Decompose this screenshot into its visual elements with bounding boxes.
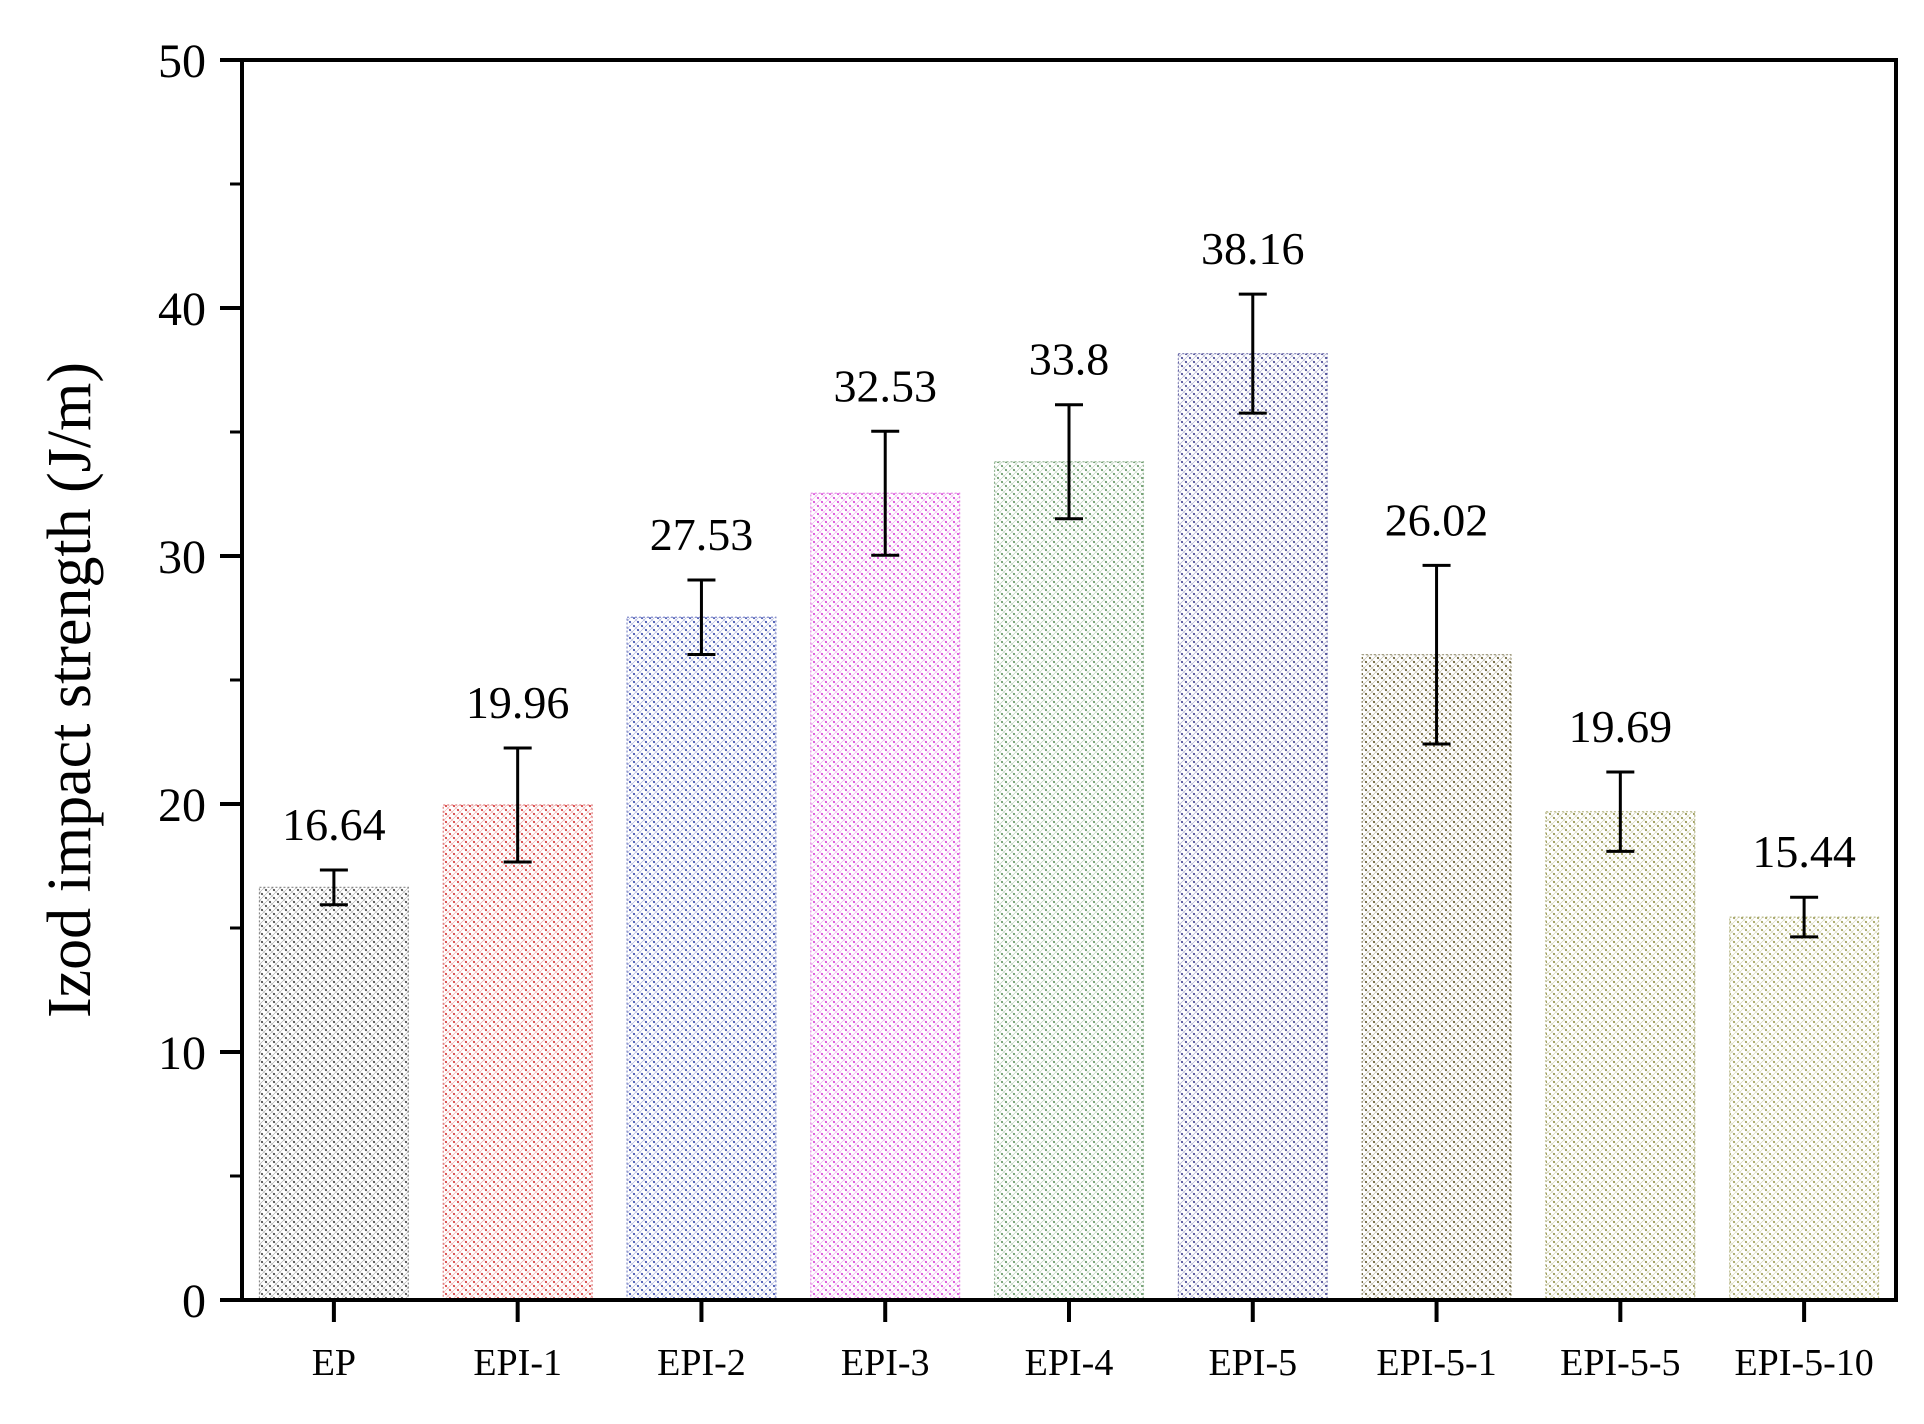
y-tick-label: 20 xyxy=(158,779,206,832)
error-bar-epi-5-1 xyxy=(1422,563,1451,746)
bar-epi-5 xyxy=(1177,353,1328,1301)
bar-epi-5-5 xyxy=(1545,811,1696,1301)
axes-layer xyxy=(220,58,1807,1322)
bars-layer xyxy=(258,353,1880,1301)
data-label-epi-5: 38.16 xyxy=(1201,223,1305,274)
data-label-epi-1: 19.96 xyxy=(466,677,570,728)
error-bar-epi-3 xyxy=(871,429,900,557)
error-bar-epi-5-10 xyxy=(1790,895,1819,939)
bar-epi-3 xyxy=(810,492,961,1301)
x-tick-label-epi-4: EPI-4 xyxy=(1025,1342,1114,1384)
data-label-epi-5-5: 19.69 xyxy=(1569,701,1673,752)
bar-epi-5-1 xyxy=(1361,654,1512,1301)
error-bar-epi-1 xyxy=(503,746,532,864)
y-tick-label: 50 xyxy=(158,35,206,88)
bar-epi-4 xyxy=(993,461,1145,1301)
error-bar-ep xyxy=(319,868,348,907)
y-axis-title: Izod impact strength (J/m) xyxy=(36,362,104,1018)
bar-epi-1 xyxy=(442,804,593,1301)
data-label-epi-3: 32.53 xyxy=(833,360,937,411)
y-tick-label: 40 xyxy=(158,283,206,336)
error-bar-epi-5 xyxy=(1238,292,1267,415)
bar-epi-2 xyxy=(626,616,777,1301)
y-tick-label: 10 xyxy=(158,1027,206,1080)
x-tick-label-epi-5-1: EPI-5-1 xyxy=(1376,1342,1496,1384)
error-bar-epi-4 xyxy=(1055,403,1083,521)
labels-layer: 16.64 EP 19.96 EPI-1 27.53 EPI-2 32.53 EPI-3 33.… xyxy=(158,35,1874,1384)
bar-epi-5-10 xyxy=(1729,916,1880,1301)
data-label-epi-2: 27.53 xyxy=(650,509,754,560)
data-label-epi-5-1: 26.02 xyxy=(1385,494,1489,545)
x-tick-label-epi-5: EPI-5 xyxy=(1208,1342,1297,1384)
error-bar-epi-2 xyxy=(687,578,716,656)
y-tick-label: 30 xyxy=(158,531,206,584)
x-tick-label-epi-3: EPI-3 xyxy=(841,1342,930,1384)
data-label-epi-4: 33.8 xyxy=(1029,334,1110,385)
y-tick-label: 0 xyxy=(182,1275,206,1328)
data-label-epi-5-10: 15.44 xyxy=(1752,826,1856,877)
x-tick-label-epi-5-10: EPI-5-10 xyxy=(1734,1342,1873,1384)
data-label-ep: 16.64 xyxy=(282,799,386,850)
x-tick-label-epi-5-5: EPI-5-5 xyxy=(1560,1342,1680,1384)
x-tick-label-epi-1: EPI-1 xyxy=(473,1342,562,1384)
bar-ep xyxy=(258,886,409,1301)
x-tick-label-ep: EP xyxy=(312,1342,356,1384)
error-bar-epi-5-5 xyxy=(1606,770,1635,853)
error-bars-layer xyxy=(319,292,1819,939)
x-tick-label-epi-2: EPI-2 xyxy=(657,1342,746,1384)
